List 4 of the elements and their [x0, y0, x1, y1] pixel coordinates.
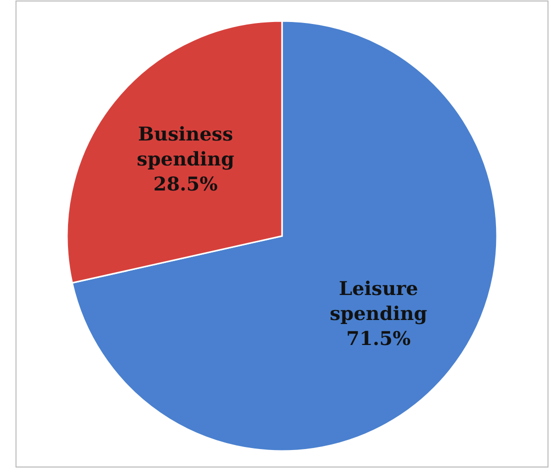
data-label: 28.5% — [153, 173, 218, 196]
data-label: 71.5% — [346, 328, 411, 350]
slice-label: Leisure spending — [330, 278, 428, 325]
slice-label: Business spending — [136, 123, 234, 170]
